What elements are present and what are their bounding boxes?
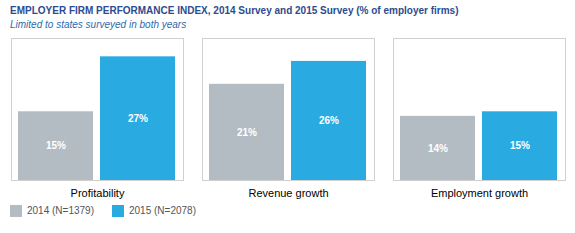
svg-text:Profitability: Profitability (71, 187, 125, 199)
html-text:2015 (N=2078): 2015 (N=2078) (129, 205, 196, 216)
svg-text:14%: 14% (428, 143, 448, 154)
html-text:EMPLOYER FIRM PERFORMANCE INDE: EMPLOYER FIRM PERFORMANCE INDEX, 2014 Su… (10, 5, 459, 16)
svg-text:21%: 21% (237, 127, 257, 138)
html-text:Limited to states surveyed in: Limited to states surveyed in both years (10, 19, 187, 30)
svg-text:15%: 15% (46, 140, 66, 151)
svg-text:26%: 26% (319, 115, 339, 126)
svg-text:15%: 15% (510, 140, 530, 151)
svg-text:Employment growth: Employment growth (431, 187, 528, 199)
svg-text:Revenue growth: Revenue growth (248, 187, 328, 199)
svg-text:27%: 27% (128, 113, 148, 124)
html-text:2014 (N=1379): 2014 (N=1379) (27, 205, 94, 216)
